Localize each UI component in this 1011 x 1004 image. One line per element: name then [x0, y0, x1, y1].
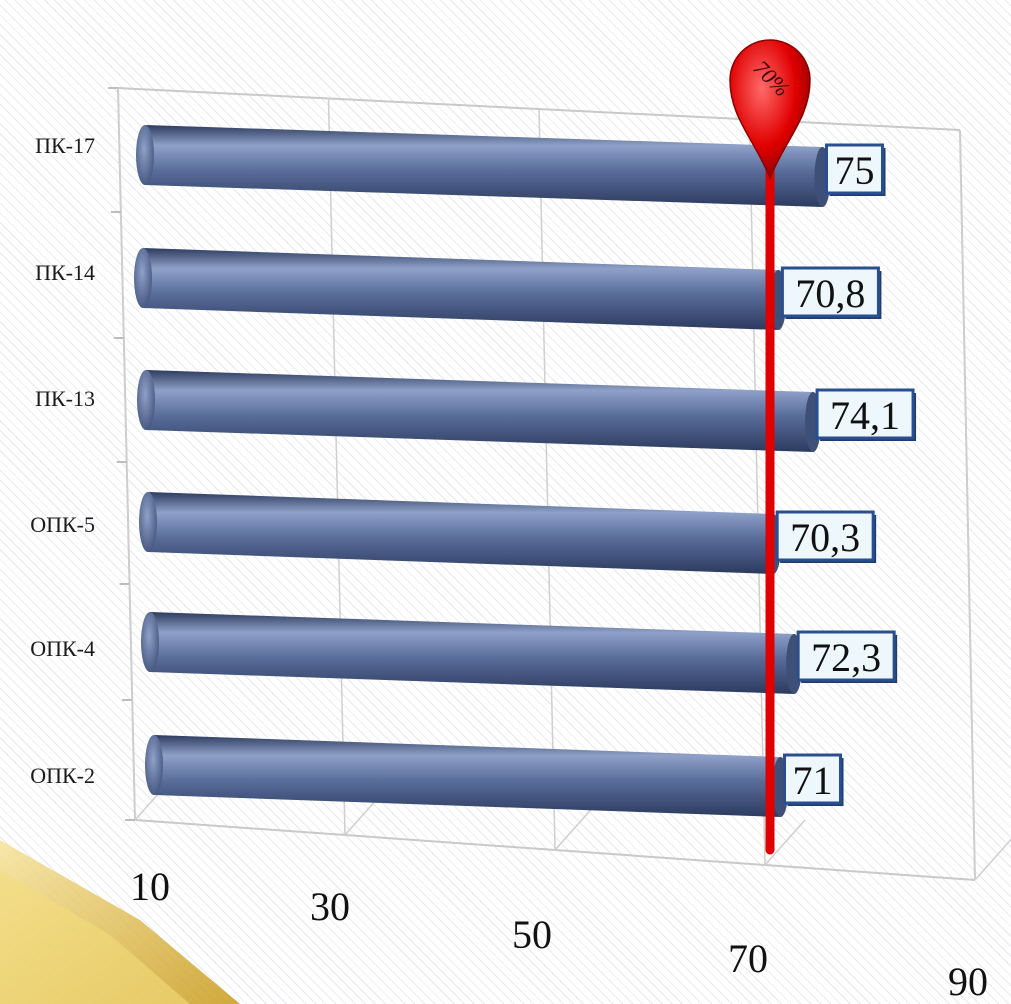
bar-body	[146, 370, 814, 452]
gridline	[327, 98, 346, 836]
corner-decoration-stripe	[0, 870, 190, 1004]
bar-body	[150, 612, 795, 694]
gridline	[538, 108, 556, 851]
bar-start-cap	[145, 735, 163, 795]
data-label: 74,1	[830, 393, 900, 438]
gridline	[117, 87, 136, 821]
category-labels: ПК-17 ПК-14 ПК-13 ОПК-5 ОПК-4 ОПК-2	[30, 133, 95, 788]
data-label-box	[783, 753, 842, 805]
floor-gridline	[554, 804, 596, 851]
floor-gridline	[764, 819, 806, 866]
data-label: 75	[835, 148, 875, 193]
bar-start-cap	[136, 125, 154, 185]
bar-start-cap	[139, 492, 157, 552]
category-label: ПК-13	[35, 386, 95, 411]
data-label: 70,8	[795, 271, 865, 316]
category-label: ПК-17	[35, 133, 95, 158]
category-label: ПК-14	[35, 260, 95, 285]
bar-body	[145, 125, 823, 207]
bar-body	[154, 735, 781, 817]
data-label: 71	[793, 758, 833, 803]
category-label: ОПК-4	[30, 636, 95, 661]
bar-start-cap	[137, 370, 155, 430]
threshold-marker: 70%	[729, 39, 811, 181]
x-tick-label: 10	[130, 864, 170, 909]
bar	[134, 248, 787, 330]
bar	[141, 612, 803, 694]
category-label: ОПК-2	[30, 763, 95, 788]
x-axis-labels: 10 30 50 70 90	[130, 864, 988, 1004]
x-tick-label: 70	[728, 936, 768, 981]
x-tick-label: 90	[948, 959, 988, 1004]
gridline	[748, 119, 766, 866]
bar-body	[143, 248, 779, 330]
x-tick-label: 50	[512, 912, 552, 957]
gridline	[959, 129, 976, 881]
data-label-box	[825, 143, 884, 195]
bar-start-cap	[134, 248, 152, 308]
bar-body	[148, 492, 774, 574]
y-axis-ticks	[108, 87, 135, 821]
category-label: ОПК-5	[30, 512, 95, 537]
x-tick-label: 30	[310, 884, 350, 929]
bar	[139, 492, 782, 574]
data-label: 70,3	[790, 515, 860, 560]
bars	[134, 125, 831, 817]
gridlines	[117, 87, 1011, 881]
data-label-box	[780, 266, 880, 318]
data-label-box	[815, 388, 915, 440]
bar-start-cap	[141, 612, 159, 672]
bar	[136, 125, 831, 207]
floor-gridline	[974, 838, 1011, 881]
data-label-box	[775, 510, 875, 562]
data-label-box	[796, 630, 896, 682]
bar	[145, 735, 789, 817]
pin-icon	[729, 39, 811, 181]
data-label: 72,3	[811, 635, 881, 680]
bar	[137, 370, 822, 452]
data-labels: 75 70,8 74,1 70,3 72,3 71	[775, 143, 917, 806]
